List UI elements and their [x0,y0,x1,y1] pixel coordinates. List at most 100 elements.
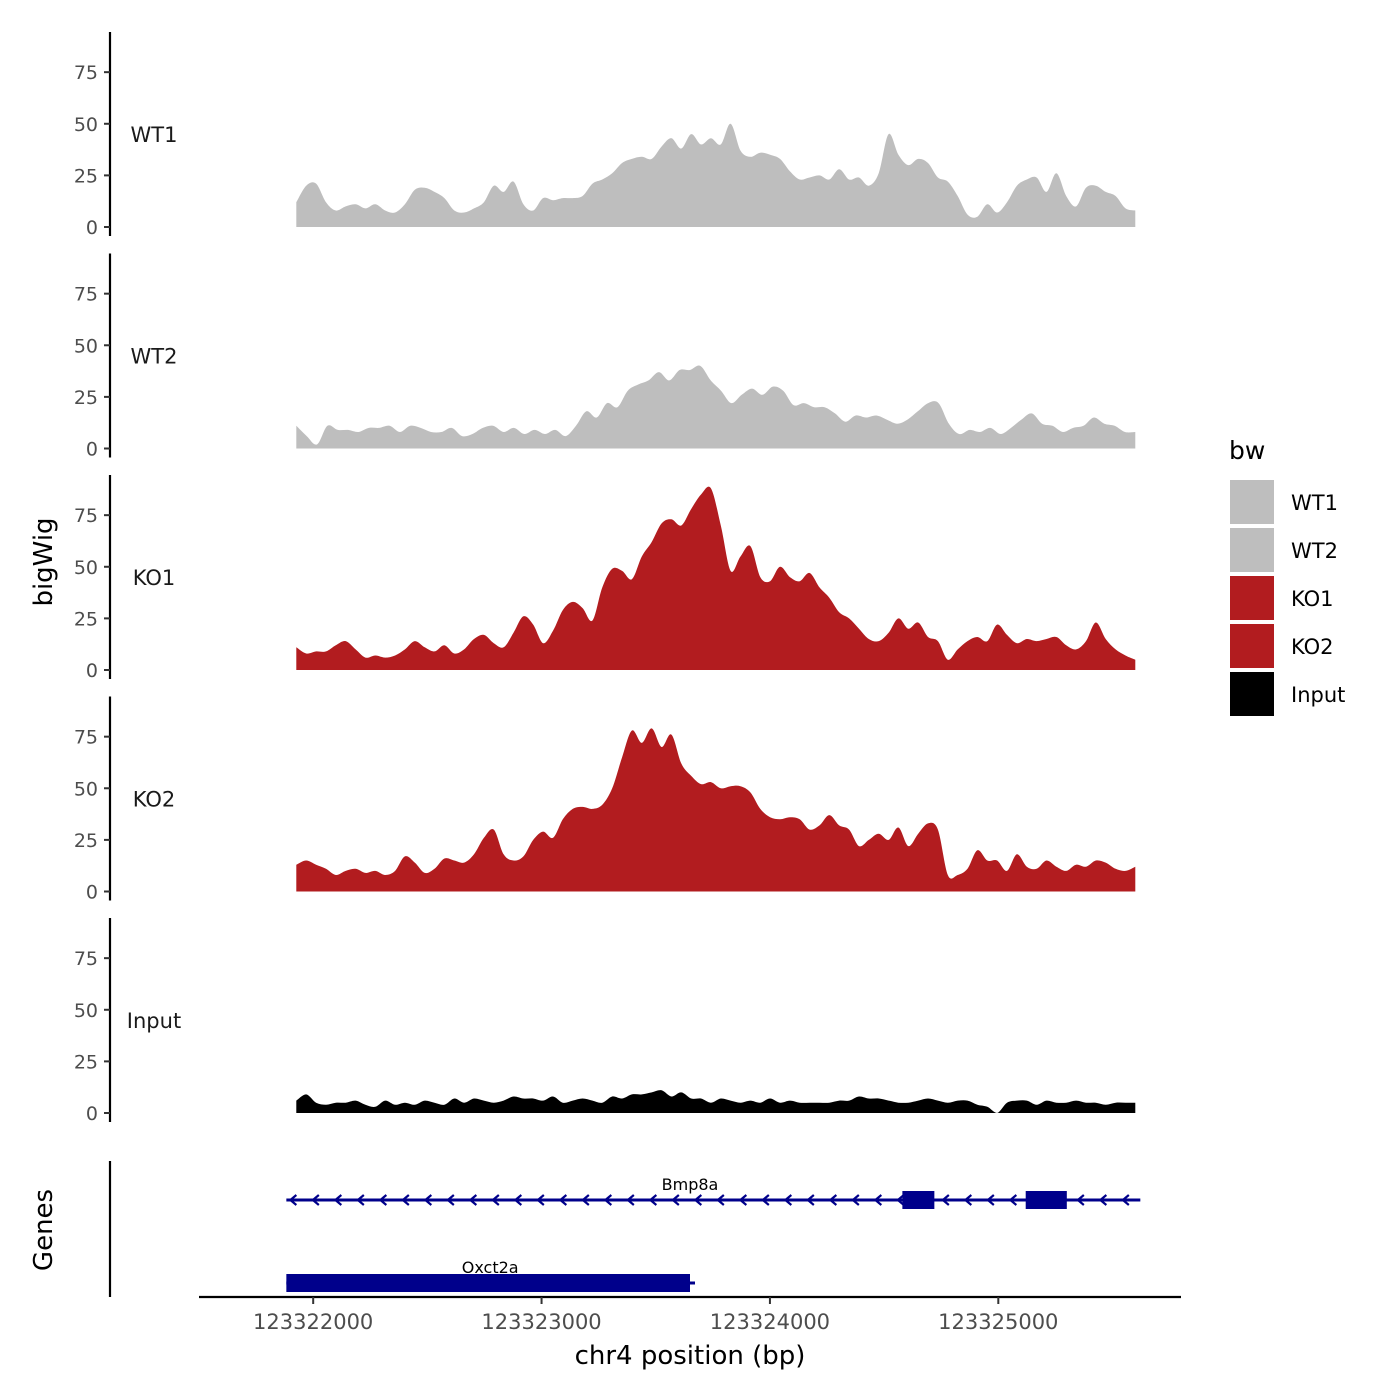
y-tick-label: 25 [74,830,98,852]
area-ko2 [296,728,1136,892]
legend-label-wt1: WT1 [1291,491,1338,515]
y-tick-label: 0 [86,882,98,904]
y-tick-label: 0 [86,217,98,239]
legend-key-ko1 [1230,576,1274,620]
legend-label-wt2: WT2 [1291,539,1338,563]
strand-arrow [783,1194,793,1206]
strand-arrow [558,1194,568,1206]
legend-key-ko2 [1230,624,1274,668]
strand-arrow [828,1194,838,1206]
x-tick-label: 123325000 [938,1310,1058,1334]
gene-oxct2a: Oxct2a [286,1258,695,1292]
strand-arrow [1121,1194,1130,1206]
track-ko1: 0 25 50 75 KO1 [74,475,1136,682]
x-axis: 123322000 123323000 123324000 123325000 [199,1295,1181,1334]
strand-arrow [941,1194,950,1206]
strand-arrow [693,1194,703,1206]
strand-arrow [401,1194,410,1206]
y-axis-title: bigWig [29,517,59,606]
y-tick-label: 25 [74,387,98,409]
track-label: Input [127,1009,181,1033]
track-label: KO2 [133,788,176,812]
area-ko1 [296,486,1136,670]
y-tick-label: 50 [74,557,98,579]
exon [1025,1191,1067,1209]
y-tick-label: 25 [74,1051,98,1073]
strand-arrow [446,1194,455,1206]
strand-arrow [1098,1194,1108,1206]
strand-arrow [333,1194,343,1206]
track-label: KO1 [133,566,176,590]
y-tick-label: 50 [74,778,98,800]
y-tick-label: 75 [74,62,98,84]
y-tick-label: 50 [74,1000,98,1022]
exon [286,1274,690,1292]
legend-key-input [1230,672,1274,716]
strand-arrow [1076,1194,1085,1206]
legend-key-wt1 [1230,480,1274,524]
strand-arrow [851,1194,860,1206]
x-tick-label: 123322000 [253,1310,373,1334]
track-wt2: 0 25 50 75 WT2 [74,253,1136,461]
legend-label-ko1: KO1 [1291,587,1334,611]
y-tick-label: 75 [74,727,98,749]
strand-arrow [356,1194,365,1206]
y-tick-label: 0 [86,1103,98,1125]
strand-arrow [581,1194,590,1206]
gene-bmp8a: Bmp8a [286,1175,1141,1209]
y-tick-label: 50 [74,114,98,136]
gene-label: Oxct2a [462,1258,519,1277]
strand-arrow [491,1194,500,1206]
y-tick-label: 0 [86,439,98,461]
gene-label: Bmp8a [662,1175,719,1194]
track-label: WT1 [131,123,178,147]
y-tick-label: 75 [74,284,98,306]
track-label: WT2 [131,345,178,369]
strand-arrow [513,1194,523,1206]
strand-arrow [806,1194,815,1206]
strand-arrow [963,1194,973,1206]
x-tick-label: 123323000 [481,1310,601,1334]
y-tick-label: 25 [74,608,98,630]
legend-label-ko2: KO2 [1291,635,1334,659]
strand-arrow [468,1194,478,1206]
strand-arrow [896,1194,905,1206]
strand-arrow [716,1194,725,1206]
y-tick-label: 75 [74,948,98,970]
exon [902,1191,935,1209]
x-axis-title: chr4 position (bp) [575,1341,806,1371]
y-tick-label: 50 [74,335,98,357]
strand-arrow [986,1194,995,1206]
y-tick-label: 25 [74,165,98,187]
legend-title: bw [1229,436,1265,465]
track-input: 0 25 50 75 Input [74,918,1136,1125]
legend-key-wt2 [1230,528,1274,572]
x-tick-label: 123324000 [710,1310,830,1334]
strand-arrow [311,1194,320,1206]
strand-arrow [1008,1194,1018,1206]
strand-arrow [378,1194,388,1206]
strand-arrow [648,1194,658,1206]
area-wt1 [296,123,1136,227]
strand-arrow [626,1194,635,1206]
track-wt1: 0 25 50 75 WT1 [74,32,1136,239]
genes-axis-title: Genes [29,1189,59,1271]
strand-arrow [603,1194,613,1206]
signal-tracks: 0 25 50 75 WT1 0 25 50 75 WT2 0 25 50 75 KO1 0 25 50 75 KO2… [74,32,1136,1125]
strand-arrow [761,1194,770,1206]
strand-arrow [873,1194,883,1206]
legend: bw WT1 WT2 KO1 KO2 Input [1229,436,1345,716]
area-wt2 [296,365,1136,449]
strand-arrow [738,1194,748,1206]
strand-arrow [423,1194,433,1206]
area-input [296,1090,1136,1113]
strand-arrow [536,1194,545,1206]
track-ko2: 0 25 50 75 KO2 [74,696,1136,904]
gene-track: Bmp8a Oxct2a [108,1161,1141,1297]
strand-arrow [671,1194,680,1206]
y-tick-label: 0 [86,660,98,682]
legend-label-input: Input [1291,683,1345,707]
y-tick-label: 75 [74,505,98,527]
strand-arrow [288,1194,298,1206]
